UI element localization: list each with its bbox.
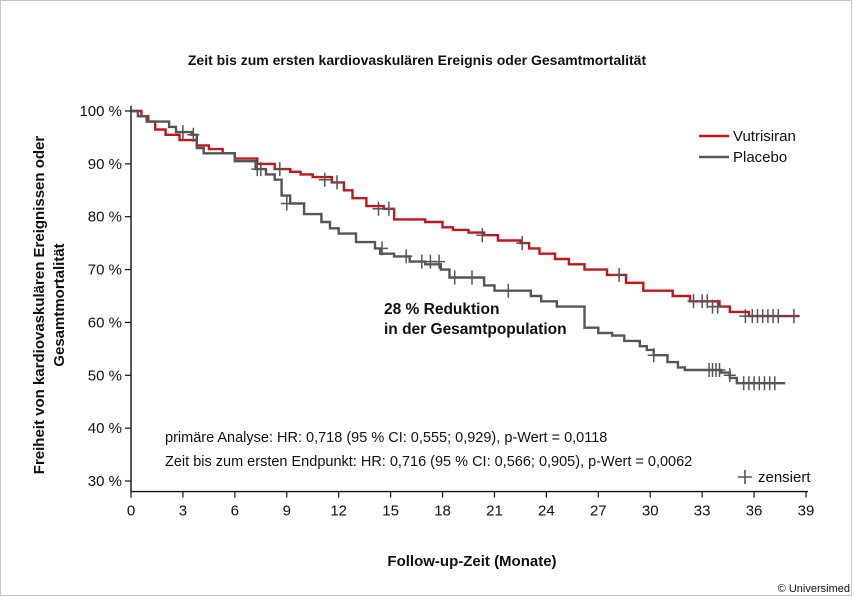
censor-mark-vutrisiran <box>382 201 395 216</box>
x-tick-label: 3 <box>179 503 187 520</box>
censor-mark-placebo <box>176 125 189 140</box>
x-tick-label: 39 <box>798 503 815 520</box>
y-axis-title-line-2: Gesamtmortalität <box>51 243 68 366</box>
x-tick-label: 6 <box>231 503 239 520</box>
x-tick-label: 24 <box>538 503 555 520</box>
x-tick-label: 18 <box>434 503 451 520</box>
censor-mark-placebo <box>251 162 264 177</box>
y-tick-label: 70 % <box>88 262 122 279</box>
legend-censor: zensiert <box>738 469 811 486</box>
censor-mark-placebo <box>400 249 413 264</box>
x-tick-label: 9 <box>283 503 291 520</box>
censor-mark-placebo <box>502 283 515 298</box>
censor-mark-placebo <box>187 127 200 142</box>
censor-mark-vutrisiran <box>476 228 489 243</box>
x-axis-title: Follow-up-Zeit (Monate) <box>387 553 556 570</box>
series-line-placebo <box>131 109 786 385</box>
censor-mark-placebo <box>723 368 736 383</box>
y-tick-label: 40 % <box>88 420 122 437</box>
x-tick-label: 0 <box>127 503 135 520</box>
legend: Vutrisiran Placebo <box>699 128 796 166</box>
x-tick-label: 33 <box>694 503 711 520</box>
censor-mark-vutrisiran <box>772 309 785 324</box>
censor-mark-icon <box>738 470 752 484</box>
chart-title: Zeit bis zum ersten kardiovaskulären Ere… <box>188 52 647 68</box>
x-tick-label: 30 <box>642 503 659 520</box>
legend-label-vutrisiran: Vutrisiran <box>733 128 796 145</box>
censor-mark-placebo <box>280 196 293 211</box>
y-tick-label: 90 % <box>88 156 122 173</box>
censor-mark-vutrisiran <box>372 201 385 216</box>
censor-mark-vutrisiran <box>516 236 529 251</box>
y-tick-label: 80 % <box>88 209 122 226</box>
x-tick-label: 15 <box>382 503 399 520</box>
x-tick-label: 21 <box>486 503 503 520</box>
y-tick-label: 30 % <box>88 473 122 490</box>
series-layer <box>131 109 800 391</box>
censor-mark-vutrisiran <box>787 309 800 324</box>
censor-mark-placebo <box>448 270 461 285</box>
censor-mark-vutrisiran <box>273 162 286 177</box>
stats-line-primary: primäre Analyse: HR: 0,718 (95 % CI: 0,5… <box>165 430 607 446</box>
copyright: © Universimed <box>778 583 850 595</box>
x-tick-label: 27 <box>590 503 607 520</box>
censor-mark-placebo <box>647 348 660 363</box>
censor-mark-placebo <box>713 363 726 377</box>
censor-mark-vutrisiran <box>331 175 343 190</box>
censor-mark-placebo <box>466 270 478 285</box>
stats-line-endpoint: Zeit bis zum ersten Endpunkt: HR: 0,716 … <box>165 454 692 470</box>
y-tick-label: 100 % <box>79 103 122 120</box>
x-tick-label: 12 <box>330 503 347 520</box>
censor-mark-placebo <box>433 254 446 269</box>
y-tick-label: 60 % <box>88 314 122 331</box>
series-line-vutrisiran <box>131 109 800 318</box>
x-tick-label: 36 <box>746 503 763 520</box>
legend-label-censored: zensiert <box>758 469 811 486</box>
annotation-line-1: 28 % Reduktion <box>384 301 499 318</box>
legend-label-placebo: Placebo <box>733 149 787 166</box>
censor-mark-vutrisiran <box>318 172 331 187</box>
annotation-line-2: in der Gesamtpopulation <box>384 321 567 338</box>
y-axis-title-line-1: Freiheit von kardiovaskulären Ereignisse… <box>31 136 48 475</box>
censor-mark-vutrisiran <box>711 299 724 314</box>
censor-mark-placebo <box>376 241 388 256</box>
censor-mark-vutrisiran <box>613 267 626 282</box>
y-tick-label: 50 % <box>88 367 122 384</box>
censor-mark-placebo <box>768 376 781 391</box>
